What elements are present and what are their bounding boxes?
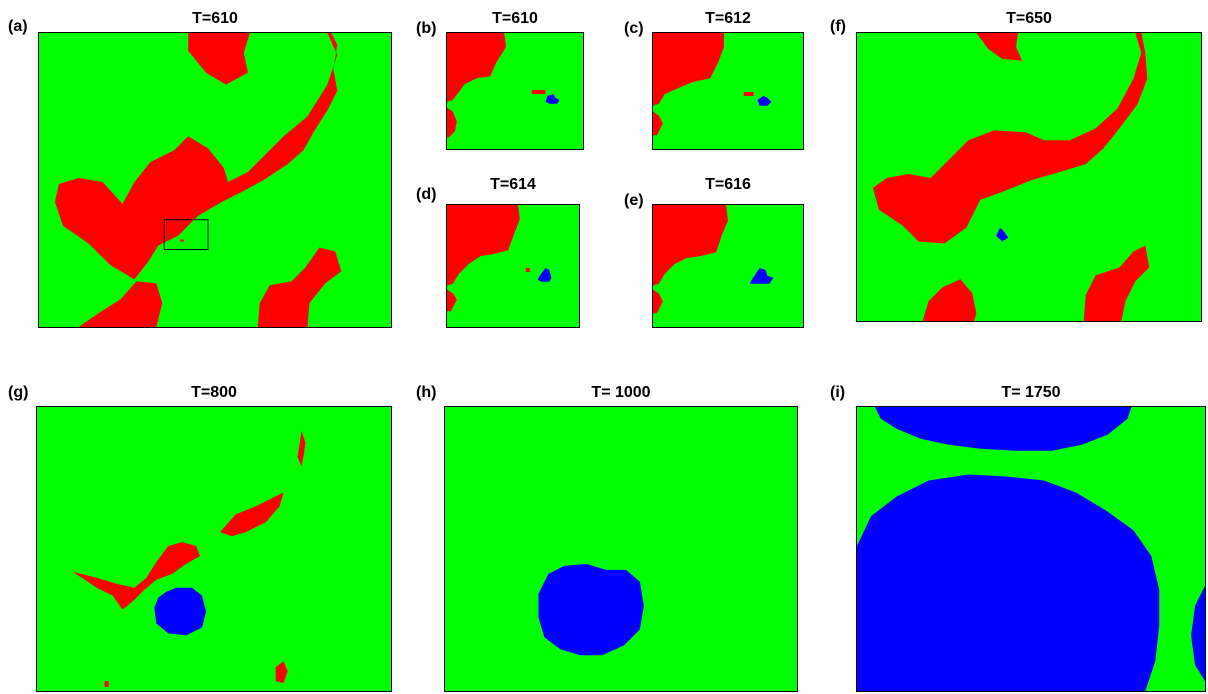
- panel-b-lattice: [446, 32, 584, 150]
- panel-a-label: (a): [8, 18, 28, 35]
- panel-c-label: (c): [624, 20, 644, 37]
- panel-f-lattice: [856, 32, 1202, 322]
- panel-i-title: T= 1750: [1001, 384, 1061, 401]
- panel-i-lattice: [856, 406, 1206, 692]
- panel-f-title: T=650: [1006, 10, 1052, 27]
- panel-c-title: T=612: [705, 10, 751, 27]
- panel-d-lattice: [446, 204, 580, 328]
- panel-e-label: (e): [624, 192, 644, 209]
- panel-c-lattice: [652, 32, 804, 150]
- panel-g-lattice: [36, 406, 392, 692]
- panel-g-label: (g): [8, 384, 29, 401]
- panel-e-title: T=616: [705, 176, 751, 193]
- panel-b-label: (b): [416, 20, 437, 37]
- panel-e-lattice: [652, 204, 804, 328]
- panel-a-lattice: [38, 32, 392, 328]
- panel-d-title: T=614: [490, 176, 536, 193]
- panel-b-title: T=610: [492, 10, 538, 27]
- panel-g-title: T=800: [191, 384, 237, 401]
- panel-a-title: T=610: [192, 10, 238, 27]
- panel-h-lattice: [444, 406, 798, 692]
- panel-h-title: T= 1000: [591, 384, 651, 401]
- panel-i-label: (i): [830, 384, 846, 401]
- panel-d-label: (d): [416, 186, 437, 203]
- panel-f-label: (f): [830, 18, 846, 35]
- panel-h-label: (h): [416, 384, 437, 401]
